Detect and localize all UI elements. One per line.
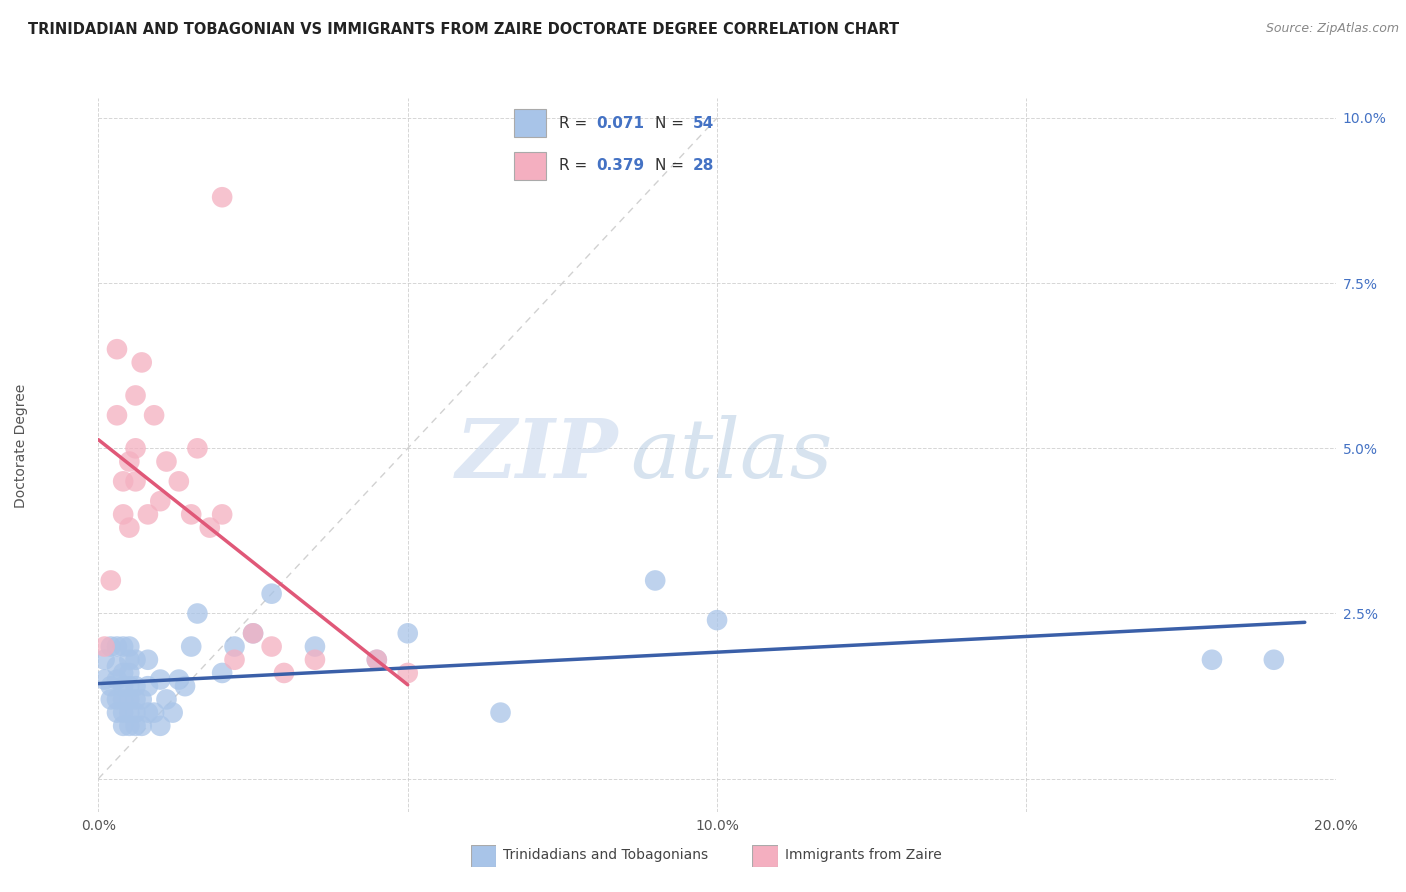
Point (167, 475, 190, 489)
Point (211, 665, 233, 680)
Point (131, 355, 153, 369)
Point (118, 640, 141, 654)
Text: Doctorate Degree: Doctorate Degree (14, 384, 28, 508)
Point (100, 574, 122, 588)
Point (186, 607, 208, 621)
Point (112, 640, 135, 654)
Point (112, 508, 135, 522)
Point (131, 719, 153, 733)
Point (124, 679, 146, 693)
Point (186, 442, 208, 456)
Point (93, 653, 115, 667)
Point (366, 653, 388, 667)
Point (396, 626, 419, 640)
Point (167, 673, 190, 687)
Point (105, 409, 128, 423)
Point (644, 574, 666, 588)
Point (143, 706, 166, 720)
Point (136, 679, 159, 693)
Point (149, 494, 172, 508)
Text: atlas: atlas (630, 415, 832, 495)
Point (112, 679, 135, 693)
Point (112, 665, 135, 680)
Point (273, 665, 295, 680)
Point (180, 640, 202, 654)
Point (162, 706, 184, 720)
Point (112, 719, 135, 733)
Point (124, 475, 146, 489)
Point (118, 653, 141, 667)
Text: Immigrants from Zaire: Immigrants from Zaire (785, 847, 941, 862)
Point (211, 508, 233, 522)
Point (242, 626, 264, 640)
Point (105, 673, 128, 687)
Point (124, 442, 146, 456)
Point (100, 692, 122, 706)
Point (224, 640, 246, 654)
Point (93, 640, 115, 654)
Point (105, 706, 128, 720)
Point (304, 653, 326, 667)
Point (112, 706, 135, 720)
Point (155, 454, 177, 468)
Point (242, 626, 264, 640)
Point (1201, 653, 1223, 667)
Point (131, 692, 153, 706)
Point (105, 640, 128, 654)
Point (174, 679, 197, 693)
Point (118, 719, 141, 733)
Point (136, 706, 159, 720)
Point (224, 653, 246, 667)
Point (124, 692, 146, 706)
Text: TRINIDADIAN AND TOBAGONIAN VS IMMIGRANTS FROM ZAIRE DOCTORATE DEGREE CORRELATION: TRINIDADIAN AND TOBAGONIAN VS IMMIGRANTS… (28, 22, 900, 37)
Point (124, 706, 146, 720)
Text: ZIP: ZIP (456, 415, 619, 495)
Point (112, 475, 135, 489)
Point (112, 692, 135, 706)
Point (155, 692, 177, 706)
Point (396, 665, 419, 680)
Point (105, 692, 128, 706)
Point (118, 692, 141, 706)
Point (136, 508, 159, 522)
Point (260, 640, 283, 654)
Point (93, 673, 115, 687)
Point (124, 719, 146, 733)
Point (118, 679, 141, 693)
Point (211, 190, 233, 204)
Point (124, 388, 146, 402)
Point (100, 640, 122, 654)
Point (124, 653, 146, 667)
Point (149, 673, 172, 687)
Point (180, 508, 202, 522)
Point (198, 520, 221, 534)
Point (366, 653, 388, 667)
Point (706, 613, 728, 627)
Point (118, 706, 141, 720)
Point (489, 706, 512, 720)
Point (100, 679, 122, 693)
Text: Source: ZipAtlas.com: Source: ZipAtlas.com (1265, 22, 1399, 36)
Text: Trinidadians and Tobagonians: Trinidadians and Tobagonians (503, 847, 709, 862)
Point (149, 719, 172, 733)
Point (143, 409, 166, 423)
Point (1263, 653, 1285, 667)
Point (260, 587, 283, 601)
Point (118, 665, 141, 680)
Point (118, 454, 141, 468)
Point (105, 342, 128, 356)
Point (105, 659, 128, 673)
Point (118, 520, 141, 534)
Point (136, 653, 159, 667)
Point (304, 640, 326, 654)
